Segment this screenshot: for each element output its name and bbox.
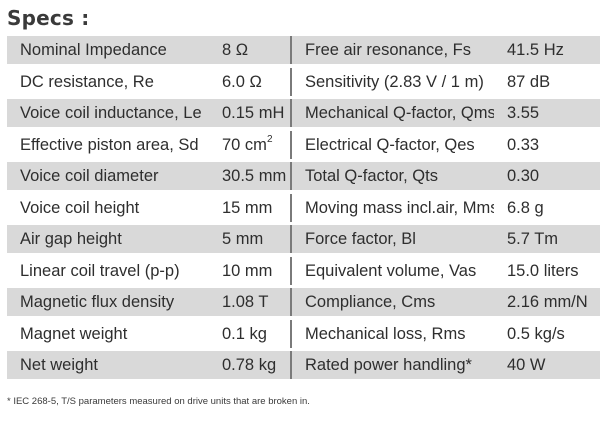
param-name: Nominal Impedance	[20, 41, 167, 59]
table-row: Voice coil diameter 30.5 mm Total Q-fact…	[7, 162, 600, 190]
param-value-text: 70 cm	[222, 135, 267, 154]
param-value: 87 dB	[507, 72, 551, 91]
param-name: Rated power handling*	[305, 356, 472, 374]
column-divider	[290, 225, 292, 253]
param-value: 0.15 mH	[222, 104, 285, 122]
param-value: 15.0 liters	[507, 261, 579, 280]
param-name: Equivalent volume, Vas	[305, 261, 477, 280]
table-row: DC resistance, Re 6.0 Ω Sensitivity (2.8…	[7, 67, 600, 96]
param-value: 0.78 kg	[222, 356, 277, 374]
param-value: 70 cm2	[209, 131, 290, 159]
param-value: 5.7 Tm	[507, 230, 559, 248]
table-row: Air gap height 5 mm Force factor, Bl 5.7…	[7, 225, 600, 253]
column-divider	[290, 256, 292, 285]
specs-table: Nominal Impedance 8 Ω Free air resonance…	[7, 36, 600, 383]
column-divider	[290, 193, 292, 222]
column-divider	[290, 351, 292, 379]
param-name: DC resistance, Re	[20, 72, 154, 91]
param-value: 15 mm	[222, 198, 273, 217]
param-value: 0.1 kg	[222, 324, 267, 343]
param-name: Electrical Q-factor, Qes	[305, 135, 475, 154]
param-value: 6.8 g	[507, 198, 544, 217]
param-name: Mechanical loss, Rms	[305, 324, 466, 343]
param-name: Voice coil inductance, Le	[20, 104, 202, 122]
param-name: Effective piston area, Sd	[20, 135, 199, 154]
column-divider	[290, 99, 292, 127]
param-value: 3.55	[507, 104, 540, 122]
param-name: Sensitivity (2.83 V / 1 m)	[305, 72, 484, 91]
param-value: 0.33	[507, 135, 540, 154]
column-divider	[290, 36, 292, 64]
table-row: Nominal Impedance 8 Ω Free air resonance…	[7, 36, 600, 64]
table-row: Voice coil height 15 mm Moving mass incl…	[7, 193, 600, 222]
param-name: Free air resonance, Fs	[305, 41, 471, 59]
param-value: 2.16 mm/N	[507, 293, 588, 311]
param-value: 6.0 Ω	[222, 72, 262, 91]
param-value: 0.5 kg/s	[507, 324, 565, 343]
table-row: Magnetic flux density 1.08 T Compliance,…	[7, 288, 600, 316]
param-value: 10 mm	[222, 261, 273, 280]
param-name: Magnetic flux density	[20, 293, 175, 311]
param-value: 41.5 Hz	[507, 41, 564, 59]
param-value: 30.5 mm	[222, 167, 287, 185]
param-name: Total Q-factor, Qts	[305, 167, 438, 185]
page-title: Specs :	[7, 6, 90, 30]
param-value: 1.08 T	[222, 293, 269, 311]
param-name: Net weight	[20, 356, 98, 374]
table-row: Magnet weight 0.1 kg Mechanical loss, Rm…	[7, 319, 600, 348]
column-divider	[290, 288, 292, 316]
param-name: Air gap height	[20, 230, 122, 248]
param-value: 0.30	[507, 167, 540, 185]
param-value: 40 W	[507, 356, 546, 374]
param-name: Linear coil travel (p-p)	[20, 261, 180, 280]
column-divider	[290, 67, 292, 96]
param-value: 8 Ω	[222, 41, 249, 59]
param-name: Magnet weight	[20, 324, 128, 343]
param-name: Voice coil height	[20, 198, 140, 217]
superscript: 2	[266, 133, 273, 145]
column-divider	[290, 130, 292, 159]
table-row: Voice coil inductance, Le 0.15 mH Mechan…	[7, 99, 600, 127]
table-row: Effective piston area, Sd 70 cm2 Electri…	[7, 130, 600, 159]
param-name: Force factor, Bl	[305, 230, 416, 248]
column-divider	[290, 319, 292, 348]
param-name: Moving mass incl.air, Mms	[305, 198, 494, 217]
param-name: Mechanical Q-factor, Qms	[305, 104, 494, 122]
table-row: Net weight 0.78 kg Rated power handling*…	[7, 351, 600, 379]
param-value: 5 mm	[222, 230, 264, 248]
column-divider	[290, 162, 292, 190]
table-row: Linear coil travel (p-p) 10 mm Equivalen…	[7, 256, 600, 285]
footnote: * IEC 268-5, T/S parameters measured on …	[7, 396, 310, 407]
param-name: Compliance, Cms	[305, 293, 436, 311]
param-name: Voice coil diameter	[20, 167, 159, 185]
